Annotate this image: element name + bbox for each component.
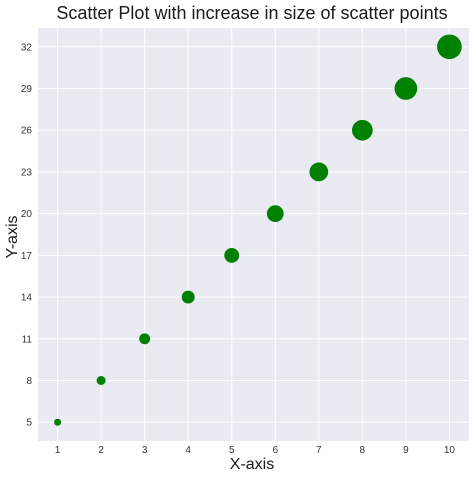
y-tick-label: 32 <box>21 42 33 53</box>
y-axis-ticks: 5 8 11 14 17 20 23 26 29 32 <box>21 42 33 428</box>
x-tick-label: 8 <box>360 445 366 456</box>
grid-lines <box>38 28 469 441</box>
y-tick-label: 29 <box>21 84 33 95</box>
x-tick-label: 5 <box>229 445 235 456</box>
scatter-point <box>351 119 373 141</box>
x-tick-label: 1 <box>55 445 61 456</box>
y-tick-label: 14 <box>21 293 33 304</box>
x-tick-label: 4 <box>185 445 191 456</box>
x-axis-ticks: 1 2 3 4 5 6 7 8 9 10 <box>55 445 456 456</box>
x-axis-label: X-axis <box>230 456 274 473</box>
scatter-point <box>224 247 240 263</box>
scatter-point <box>309 162 329 182</box>
x-tick-label: 7 <box>316 445 322 456</box>
scatter-point <box>181 290 195 304</box>
x-tick-label: 6 <box>272 445 278 456</box>
scatter-point <box>139 333 151 345</box>
y-tick-label: 11 <box>22 334 33 345</box>
y-axis-label: Y-axis <box>4 216 21 259</box>
y-tick-label: 5 <box>26 418 32 429</box>
y-tick-label: 23 <box>21 167 33 178</box>
x-tick-label: 2 <box>98 445 104 456</box>
y-tick-label: 26 <box>21 126 33 137</box>
chart-title: Scatter Plot with increase in size of sc… <box>56 3 447 23</box>
scatter-points <box>54 34 462 426</box>
plot-area <box>38 28 469 441</box>
x-tick-label: 9 <box>403 445 409 456</box>
x-tick-label: 3 <box>142 445 148 456</box>
y-tick-label: 8 <box>26 376 32 387</box>
scatter-point <box>266 205 284 223</box>
scatter-point <box>54 418 62 426</box>
y-tick-label: 20 <box>21 209 33 220</box>
scatter-point <box>437 34 462 60</box>
scatter-point <box>96 376 106 385</box>
y-tick-label: 17 <box>21 251 33 262</box>
scatter-point <box>394 77 418 100</box>
x-tick-label: 10 <box>444 445 456 456</box>
